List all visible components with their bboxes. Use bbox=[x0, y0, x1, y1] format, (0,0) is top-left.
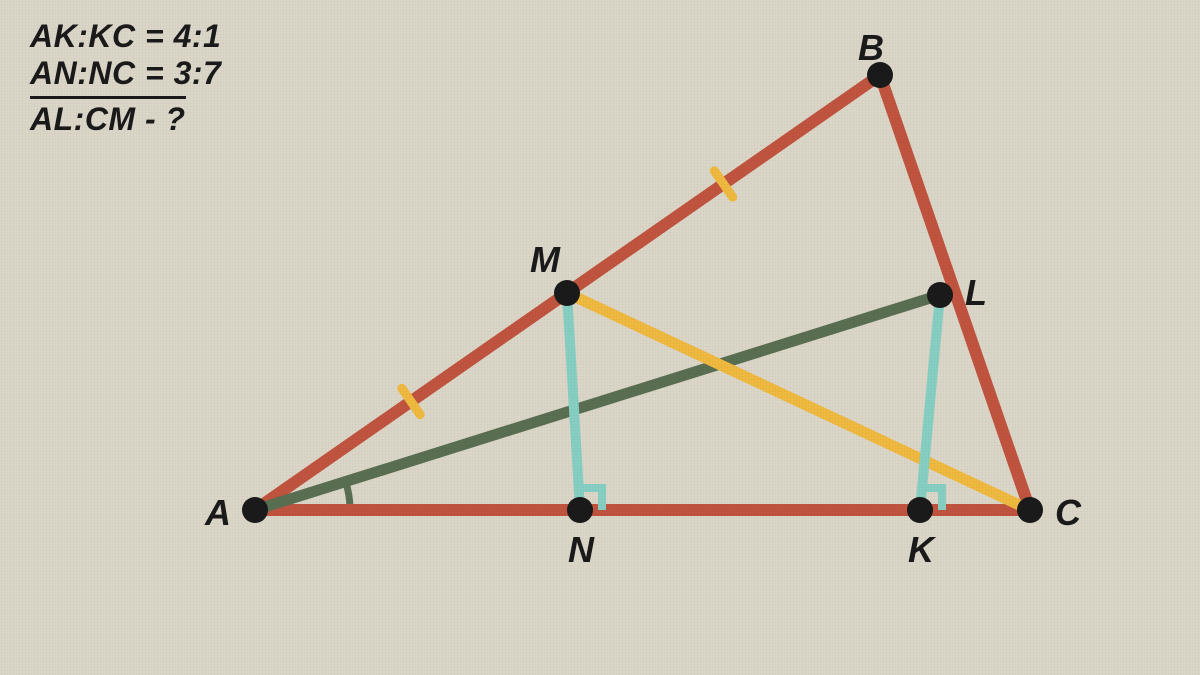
point-k bbox=[907, 497, 933, 523]
perpendicular-lk bbox=[920, 295, 940, 510]
label-n: N bbox=[568, 529, 595, 570]
point-n bbox=[567, 497, 593, 523]
label-l: L bbox=[965, 272, 987, 313]
label-b: B bbox=[858, 27, 884, 68]
label-k: K bbox=[908, 529, 937, 570]
point-m bbox=[554, 280, 580, 306]
label-a: A bbox=[204, 492, 231, 533]
label-c: C bbox=[1055, 492, 1082, 533]
perpendicular-mn bbox=[567, 293, 580, 510]
cevian-al bbox=[255, 295, 940, 510]
point-l bbox=[927, 282, 953, 308]
geometry-diagram: A B C M L N K bbox=[0, 0, 1200, 675]
point-c bbox=[1017, 497, 1043, 523]
point-a bbox=[242, 497, 268, 523]
label-m: M bbox=[530, 239, 561, 280]
